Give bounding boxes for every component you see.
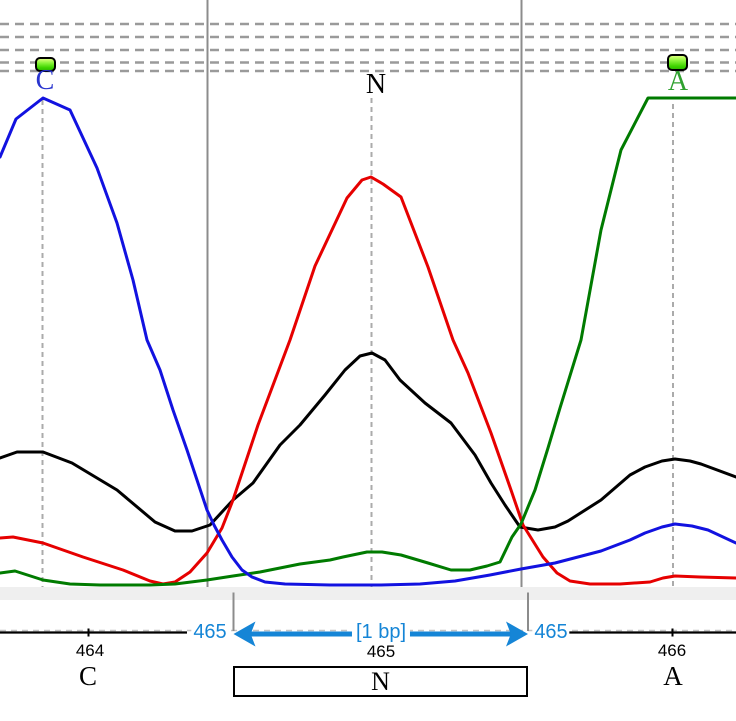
selection-end-position: 465 <box>532 621 570 643</box>
trace-C <box>0 96 736 587</box>
selection-arrowhead-left-icon <box>233 621 256 647</box>
trace-G <box>0 351 736 533</box>
trace-T <box>0 175 736 586</box>
sequence-base-c: C <box>78 661 98 691</box>
basecall-label-c: C <box>35 65 55 96</box>
selected-base-box[interactable]: N <box>233 666 528 697</box>
scale-position-465: 465 <box>366 642 396 661</box>
scale-position-464: 464 <box>75 641 105 660</box>
selected-base-letter: N <box>371 666 390 696</box>
quality-marker-icon[interactable] <box>667 54 688 71</box>
basecall-label-a: A <box>667 66 689 97</box>
selection-arrowhead-right-icon <box>506 621 528 647</box>
basecall-label-n: N <box>365 69 387 100</box>
selection-span-label: [1 bp] <box>351 622 411 642</box>
trace-A <box>0 96 736 587</box>
sequence-base-a: A <box>663 661 683 691</box>
selection-start-position: 465 <box>191 621 229 643</box>
scale-position-466: 466 <box>657 641 687 660</box>
quality-marker-icon[interactable] <box>35 57 56 72</box>
